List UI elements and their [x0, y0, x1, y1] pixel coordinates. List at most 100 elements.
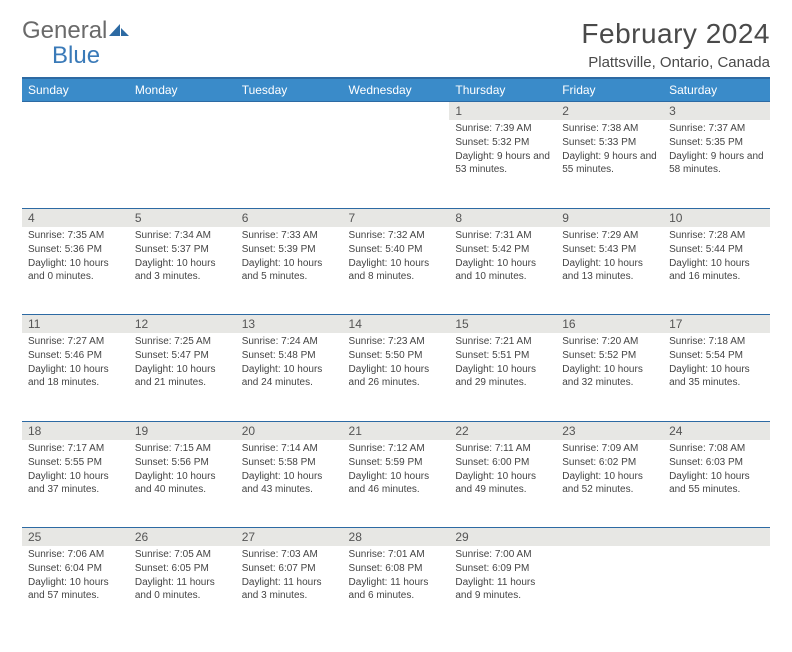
- day-4-details: Sunrise: 7:35 AMSunset: 5:36 PMDaylight:…: [22, 227, 129, 288]
- sunrise: Sunrise: 7:08 AM: [669, 442, 764, 455]
- daylight: Daylight: 9 hours and 55 minutes.: [562, 150, 657, 176]
- day-19: Sunrise: 7:15 AMSunset: 5:56 PMDaylight:…: [129, 440, 236, 528]
- dow-wednesday: Wednesday: [343, 78, 450, 102]
- sunrise: Sunrise: 7:15 AM: [135, 442, 230, 455]
- daylight: Daylight: 11 hours and 9 minutes.: [455, 576, 550, 602]
- logo-sail-icon: [109, 18, 131, 43]
- sunset: Sunset: 6:03 PM: [669, 456, 764, 469]
- day-6-details: Sunrise: 7:33 AMSunset: 5:39 PMDaylight:…: [236, 227, 343, 288]
- daylight: Daylight: 9 hours and 53 minutes.: [455, 150, 550, 176]
- daynum-26: 26: [129, 528, 236, 547]
- sunset: Sunset: 6:08 PM: [349, 562, 444, 575]
- day-20-details: Sunrise: 7:14 AMSunset: 5:58 PMDaylight:…: [236, 440, 343, 501]
- dow-tuesday: Tuesday: [236, 78, 343, 102]
- daylight: Daylight: 10 hours and 40 minutes.: [135, 470, 230, 496]
- daylight: Daylight: 10 hours and 5 minutes.: [242, 257, 337, 283]
- daynum-12: 12: [129, 315, 236, 334]
- daynum-4: 4: [22, 208, 129, 227]
- dow-sunday: Sunday: [22, 78, 129, 102]
- daylight: Daylight: 10 hours and 0 minutes.: [28, 257, 123, 283]
- daylight: Daylight: 10 hours and 43 minutes.: [242, 470, 337, 496]
- sunrise: Sunrise: 7:25 AM: [135, 335, 230, 348]
- day-28: Sunrise: 7:01 AMSunset: 6:08 PMDaylight:…: [343, 546, 450, 634]
- sunset: Sunset: 5:35 PM: [669, 136, 764, 149]
- daylight: Daylight: 11 hours and 0 minutes.: [135, 576, 230, 602]
- day-12: Sunrise: 7:25 AMSunset: 5:47 PMDaylight:…: [129, 333, 236, 421]
- daylight: Daylight: 11 hours and 6 minutes.: [349, 576, 444, 602]
- week-1-daynums: 45678910: [22, 208, 770, 227]
- daynum-17: 17: [663, 315, 770, 334]
- sunrise: Sunrise: 7:00 AM: [455, 548, 550, 561]
- day-13-details: Sunrise: 7:24 AMSunset: 5:48 PMDaylight:…: [236, 333, 343, 394]
- daynum-9: 9: [556, 208, 663, 227]
- day-27-details: Sunrise: 7:03 AMSunset: 6:07 PMDaylight:…: [236, 546, 343, 607]
- daynum-18: 18: [22, 421, 129, 440]
- daynum-11: 11: [22, 315, 129, 334]
- daynum-empty: [663, 528, 770, 547]
- sunset: Sunset: 6:04 PM: [28, 562, 123, 575]
- sunset: Sunset: 5:51 PM: [455, 349, 550, 362]
- title-block: February 2024 Plattsville, Ontario, Cana…: [581, 18, 770, 71]
- daynum-5: 5: [129, 208, 236, 227]
- sunrise: Sunrise: 7:32 AM: [349, 229, 444, 242]
- month-title: February 2024: [581, 18, 770, 50]
- daylight: Daylight: 10 hours and 35 minutes.: [669, 363, 764, 389]
- logo: GeneralBlue: [22, 18, 131, 68]
- sunrise: Sunrise: 7:23 AM: [349, 335, 444, 348]
- sunset: Sunset: 5:46 PM: [28, 349, 123, 362]
- sunset: Sunset: 6:07 PM: [242, 562, 337, 575]
- daylight: Daylight: 10 hours and 49 minutes.: [455, 470, 550, 496]
- day-19-details: Sunrise: 7:15 AMSunset: 5:56 PMDaylight:…: [129, 440, 236, 501]
- day-empty: [236, 120, 343, 208]
- day-17: Sunrise: 7:18 AMSunset: 5:54 PMDaylight:…: [663, 333, 770, 421]
- sunset: Sunset: 6:09 PM: [455, 562, 550, 575]
- day-empty: [22, 120, 129, 208]
- daylight: Daylight: 10 hours and 13 minutes.: [562, 257, 657, 283]
- sunrise: Sunrise: 7:28 AM: [669, 229, 764, 242]
- day-26: Sunrise: 7:05 AMSunset: 6:05 PMDaylight:…: [129, 546, 236, 634]
- sunrise: Sunrise: 7:18 AM: [669, 335, 764, 348]
- daylight: Daylight: 10 hours and 57 minutes.: [28, 576, 123, 602]
- sunrise: Sunrise: 7:05 AM: [135, 548, 230, 561]
- daynum-8: 8: [449, 208, 556, 227]
- sunset: Sunset: 5:47 PM: [135, 349, 230, 362]
- daynum-22: 22: [449, 421, 556, 440]
- week-3-data: Sunrise: 7:17 AMSunset: 5:55 PMDaylight:…: [22, 440, 770, 528]
- day-22-details: Sunrise: 7:11 AMSunset: 6:00 PMDaylight:…: [449, 440, 556, 501]
- daynum-1: 1: [449, 102, 556, 121]
- sunset: Sunset: 5:54 PM: [669, 349, 764, 362]
- daynum-empty: [556, 528, 663, 547]
- daynum-2: 2: [556, 102, 663, 121]
- sunrise: Sunrise: 7:20 AM: [562, 335, 657, 348]
- day-16: Sunrise: 7:20 AMSunset: 5:52 PMDaylight:…: [556, 333, 663, 421]
- daylight: Daylight: 10 hours and 3 minutes.: [135, 257, 230, 283]
- sunrise: Sunrise: 7:01 AM: [349, 548, 444, 561]
- day-4: Sunrise: 7:35 AMSunset: 5:36 PMDaylight:…: [22, 227, 129, 315]
- daylight: Daylight: 9 hours and 58 minutes.: [669, 150, 764, 176]
- daynum-28: 28: [343, 528, 450, 547]
- day-3-details: Sunrise: 7:37 AMSunset: 5:35 PMDaylight:…: [663, 120, 770, 181]
- day-7-details: Sunrise: 7:32 AMSunset: 5:40 PMDaylight:…: [343, 227, 450, 288]
- daynum-25: 25: [22, 528, 129, 547]
- sunset: Sunset: 6:00 PM: [455, 456, 550, 469]
- daynum-21: 21: [343, 421, 450, 440]
- sunset: Sunset: 5:40 PM: [349, 243, 444, 256]
- week-2-data: Sunrise: 7:27 AMSunset: 5:46 PMDaylight:…: [22, 333, 770, 421]
- day-2-details: Sunrise: 7:38 AMSunset: 5:33 PMDaylight:…: [556, 120, 663, 181]
- daynum-14: 14: [343, 315, 450, 334]
- day-27: Sunrise: 7:03 AMSunset: 6:07 PMDaylight:…: [236, 546, 343, 634]
- day-13: Sunrise: 7:24 AMSunset: 5:48 PMDaylight:…: [236, 333, 343, 421]
- daylight: Daylight: 10 hours and 21 minutes.: [135, 363, 230, 389]
- dow-friday: Friday: [556, 78, 663, 102]
- day-9: Sunrise: 7:29 AMSunset: 5:43 PMDaylight:…: [556, 227, 663, 315]
- daylight: Daylight: 10 hours and 8 minutes.: [349, 257, 444, 283]
- day-18-details: Sunrise: 7:17 AMSunset: 5:55 PMDaylight:…: [22, 440, 129, 501]
- day-23-details: Sunrise: 7:09 AMSunset: 6:02 PMDaylight:…: [556, 440, 663, 501]
- sunrise: Sunrise: 7:09 AM: [562, 442, 657, 455]
- day-6: Sunrise: 7:33 AMSunset: 5:39 PMDaylight:…: [236, 227, 343, 315]
- day-9-details: Sunrise: 7:29 AMSunset: 5:43 PMDaylight:…: [556, 227, 663, 288]
- daynum-19: 19: [129, 421, 236, 440]
- sunrise: Sunrise: 7:31 AM: [455, 229, 550, 242]
- calendar-table: SundayMondayTuesdayWednesdayThursdayFrid…: [22, 77, 770, 634]
- sunset: Sunset: 5:55 PM: [28, 456, 123, 469]
